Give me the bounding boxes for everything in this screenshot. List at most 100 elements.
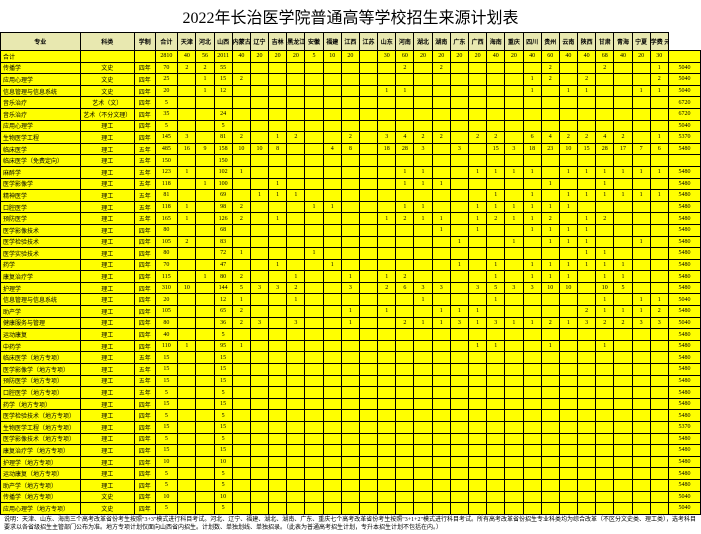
cell-value bbox=[414, 306, 432, 318]
cell-value bbox=[614, 340, 632, 352]
cell-value bbox=[196, 224, 214, 236]
cell-value bbox=[196, 294, 214, 306]
cell-value bbox=[323, 294, 341, 306]
cell-value: 1 bbox=[632, 236, 650, 248]
cell-value bbox=[250, 120, 268, 132]
cell-value bbox=[450, 62, 468, 74]
table-row: 医学检验技术（地方专项）理工四年555480 bbox=[1, 410, 701, 422]
cell-value: 1 bbox=[414, 213, 432, 225]
cell-category: 理工 bbox=[80, 132, 135, 144]
cell-value: 23 bbox=[541, 143, 559, 155]
cell-value bbox=[196, 259, 214, 271]
cell-value: 1 bbox=[596, 190, 614, 202]
cell-major: 助产学 bbox=[1, 306, 81, 318]
cell-value bbox=[323, 375, 341, 387]
cell-value bbox=[559, 248, 577, 260]
cell-value bbox=[578, 491, 596, 503]
cell-total: 25 bbox=[155, 74, 178, 86]
cell-value: 1 bbox=[196, 85, 214, 97]
cell-value bbox=[505, 398, 523, 410]
cell-value: 1 bbox=[269, 178, 287, 190]
cell-value bbox=[432, 445, 450, 457]
cell-value: 20 bbox=[468, 51, 486, 63]
cell-value: 1 bbox=[541, 201, 559, 213]
cell-value bbox=[578, 352, 596, 364]
cell-value: 1 bbox=[378, 213, 396, 225]
cell-value bbox=[487, 74, 505, 86]
cell-value bbox=[487, 120, 505, 132]
cell-major: 医学影像技术 bbox=[1, 224, 81, 236]
cell-value bbox=[614, 433, 632, 445]
cell-category: 理工 bbox=[80, 213, 135, 225]
cell-value bbox=[178, 352, 196, 364]
cell-value: 30 bbox=[650, 51, 668, 63]
cell-value bbox=[269, 375, 287, 387]
cell-value bbox=[414, 375, 432, 387]
cell-value: 1 bbox=[305, 248, 323, 260]
cell-value bbox=[450, 364, 468, 376]
cell-value bbox=[359, 62, 377, 74]
cell-value bbox=[614, 294, 632, 306]
cell-value: 1 bbox=[559, 166, 577, 178]
cell-value: 2 bbox=[432, 62, 450, 74]
cell-value bbox=[450, 224, 468, 236]
cell-value: 5 bbox=[214, 479, 232, 491]
cell-value bbox=[450, 433, 468, 445]
cell-value bbox=[287, 398, 305, 410]
cell-value bbox=[632, 329, 650, 341]
cell-value: 68 bbox=[214, 224, 232, 236]
cell-total: 40 bbox=[155, 329, 178, 341]
cell-category: 理工 bbox=[80, 352, 135, 364]
cell-value bbox=[523, 456, 541, 468]
cell-value: 1 bbox=[468, 166, 486, 178]
cell-value bbox=[578, 422, 596, 434]
cell-value bbox=[269, 433, 287, 445]
cell-value bbox=[450, 120, 468, 132]
cell-value bbox=[323, 190, 341, 202]
cell-value bbox=[505, 364, 523, 376]
cell-value bbox=[178, 398, 196, 410]
cell-value bbox=[359, 201, 377, 213]
cell-value: 1 bbox=[432, 213, 450, 225]
cell-value bbox=[378, 166, 396, 178]
cell-value bbox=[432, 74, 450, 86]
cell-value: 3 bbox=[578, 317, 596, 329]
cell-value bbox=[359, 317, 377, 329]
cell-fee: 5480 bbox=[668, 271, 700, 283]
cell-value: 3 bbox=[432, 282, 450, 294]
cell-value bbox=[650, 201, 668, 213]
table-container: 专业科类学制合计天津河北山西内蒙古辽宁吉林黑龙江安徽福建江西江苏山东河南湖北湖南… bbox=[0, 32, 701, 515]
col-header: 甘肃 bbox=[596, 33, 614, 51]
cell-value bbox=[432, 340, 450, 352]
cell-value bbox=[287, 166, 305, 178]
cell-value bbox=[287, 178, 305, 190]
cell-value bbox=[359, 294, 377, 306]
cell-value: 1 bbox=[523, 213, 541, 225]
cell-value bbox=[196, 491, 214, 503]
cell-major: 药学（地方专项） bbox=[1, 398, 81, 410]
cell-value: 5 bbox=[214, 468, 232, 480]
cell-value bbox=[505, 224, 523, 236]
cell-value bbox=[305, 340, 323, 352]
cell-system: 四年 bbox=[135, 120, 155, 132]
cell-value bbox=[396, 352, 414, 364]
cell-category: 理工 bbox=[80, 282, 135, 294]
cell-value bbox=[232, 456, 250, 468]
cell-value: 1 bbox=[378, 306, 396, 318]
table-row: 医学影像学理工五年11811001111115480 bbox=[1, 178, 701, 190]
col-header: 陕西 bbox=[578, 33, 596, 51]
cell-value bbox=[305, 190, 323, 202]
cell-value bbox=[414, 224, 432, 236]
cell-value bbox=[632, 97, 650, 109]
cell-value bbox=[432, 387, 450, 399]
cell-value bbox=[305, 155, 323, 167]
cell-value bbox=[614, 445, 632, 457]
cell-fee: 5480 bbox=[668, 166, 700, 178]
cell-value bbox=[287, 387, 305, 399]
cell-value bbox=[523, 178, 541, 190]
col-header: 学制 bbox=[135, 33, 155, 51]
cell-total: 105 bbox=[155, 306, 178, 318]
cell-value bbox=[487, 97, 505, 109]
cell-value bbox=[287, 479, 305, 491]
cell-value bbox=[541, 85, 559, 97]
